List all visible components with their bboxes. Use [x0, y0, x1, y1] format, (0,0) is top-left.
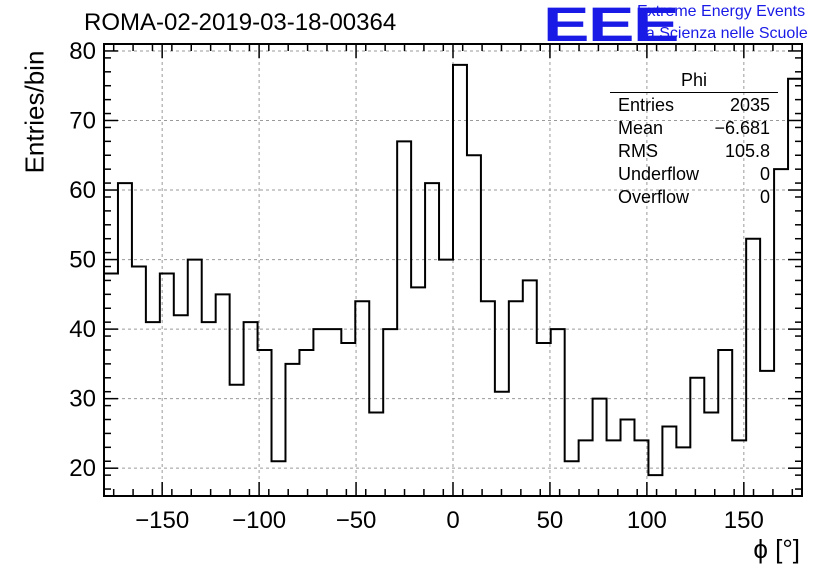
- histogram-bin: [118, 183, 132, 496]
- histogram-bin: [565, 461, 579, 496]
- y-tick-label: 20: [69, 455, 96, 482]
- histogram-bin: [146, 322, 160, 496]
- y-tick-label: 80: [69, 38, 96, 65]
- stats-row-underflow: Underflow 0: [610, 164, 778, 187]
- stats-label: Overflow: [618, 187, 690, 207]
- stats-label: Underflow: [618, 164, 700, 184]
- stats-value: −6.681: [714, 118, 770, 138]
- stats-row-mean: Mean −6.681: [610, 118, 778, 141]
- y-tick-label: 30: [69, 386, 96, 413]
- histogram-bin: [704, 413, 718, 496]
- axis-ticks: [104, 44, 802, 496]
- histogram-bin: [593, 399, 607, 496]
- x-tick-label: −50: [336, 507, 377, 534]
- histogram-bin: [607, 440, 621, 496]
- histogram-bin: [648, 475, 662, 496]
- stats-box: Phi Entries 2035 Mean −6.681 RMS 105.8 U…: [610, 70, 778, 210]
- histogram-bin: [676, 447, 690, 496]
- histogram-bin: [746, 239, 760, 496]
- histogram-bin: [551, 329, 565, 496]
- stats-label: Mean: [618, 118, 664, 138]
- histogram-bin: [662, 426, 676, 496]
- y-tick-label: 70: [69, 107, 96, 134]
- chart-title: ROMA-02-2019-03-18-00364: [84, 9, 397, 36]
- histogram-bin: [104, 273, 118, 496]
- histogram-bin: [523, 280, 537, 496]
- histogram-bin: [132, 267, 146, 496]
- histogram-bin: [718, 350, 732, 496]
- x-tick-label: −150: [135, 507, 189, 534]
- stats-label: RMS: [618, 141, 658, 161]
- logo-subtitle-1: Extreme Energy Events: [637, 3, 806, 20]
- stats-value: 0: [759, 187, 770, 207]
- stats-divider: [610, 92, 778, 93]
- histogram-bin: [411, 287, 425, 496]
- histogram-bin: [369, 413, 383, 496]
- histogram-bin: [690, 378, 704, 496]
- stats-value: 0: [759, 164, 770, 184]
- histogram-bin: [313, 329, 327, 496]
- histogram-bin: [537, 343, 551, 496]
- y-tick-label: 50: [69, 247, 96, 274]
- x-tick-label: 150: [724, 507, 764, 534]
- histogram-bin: [341, 343, 355, 496]
- y-axis-label: Entries/bin: [19, 50, 50, 174]
- x-axis-label: ϕ [°]: [753, 534, 800, 564]
- stats-title: Phi: [680, 70, 707, 90]
- x-tick-label: 100: [627, 507, 667, 534]
- stats-value: 105.8: [724, 141, 770, 161]
- histogram-bin: [481, 301, 495, 496]
- histogram-bin: [425, 183, 439, 496]
- histogram-bin: [355, 301, 369, 496]
- stats-value: 2035: [729, 95, 770, 115]
- x-tick-label: 50: [537, 507, 564, 534]
- stats-row-entries: Entries 2035: [610, 95, 778, 118]
- eee-logo: EEE: [543, 0, 679, 52]
- histogram-bin: [495, 392, 509, 496]
- histogram-bin: [244, 322, 258, 496]
- stats-row-rms: RMS 105.8: [610, 141, 778, 164]
- histogram-bin: [216, 294, 230, 496]
- histogram-bin: [327, 329, 341, 496]
- x-tick-label: 0: [446, 507, 459, 534]
- histogram-bin: [621, 420, 635, 496]
- x-tick-label: −100: [232, 507, 286, 534]
- tick-labels: −150 −100 −50 0 50 100 150 20 30 40 50 60 70 80: [69, 38, 764, 534]
- histogram-bin: [272, 461, 286, 496]
- stats-row-overflow: Overflow 0: [610, 187, 778, 210]
- histogram-bin: [202, 322, 216, 496]
- histogram-bin: [453, 65, 467, 496]
- histogram-bin: [439, 260, 453, 496]
- y-tick-label: 60: [69, 177, 96, 204]
- histogram-bin: [230, 385, 244, 496]
- histogram-bin: [509, 301, 523, 496]
- histogram-line: [104, 63, 802, 477]
- histogram-bin: [258, 350, 272, 496]
- histogram-bin: [174, 315, 188, 496]
- histogram-bin: [299, 350, 313, 496]
- histogram-bin: [774, 169, 788, 496]
- histogram-bin: [760, 371, 774, 496]
- y-tick-label: 40: [69, 316, 96, 343]
- histogram-bin: [383, 329, 397, 496]
- stats-label: Entries: [618, 95, 675, 115]
- histogram-bin: [397, 141, 411, 496]
- histogram-bin: [467, 155, 481, 496]
- histogram-bin: [160, 273, 174, 496]
- histogram-bin: [579, 440, 593, 496]
- histogram-bin: [188, 260, 202, 496]
- logo-subtitle-2: La Scienza nelle Scuole: [637, 25, 808, 42]
- histogram-bin: [285, 364, 299, 496]
